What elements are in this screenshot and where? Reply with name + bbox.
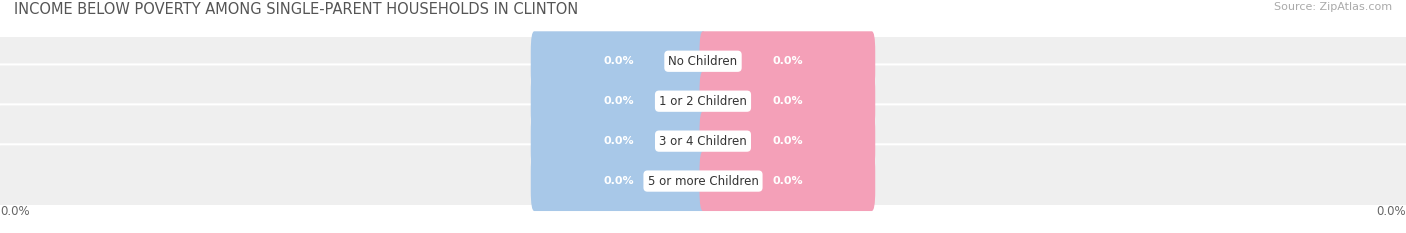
FancyBboxPatch shape: [0, 65, 1406, 138]
Text: 0.0%: 0.0%: [0, 205, 30, 218]
FancyBboxPatch shape: [0, 24, 1406, 98]
FancyBboxPatch shape: [700, 31, 875, 91]
FancyBboxPatch shape: [531, 31, 707, 91]
FancyBboxPatch shape: [0, 144, 1406, 218]
Text: 0.0%: 0.0%: [603, 136, 634, 146]
FancyBboxPatch shape: [531, 71, 707, 131]
Text: 0.0%: 0.0%: [603, 56, 634, 66]
FancyBboxPatch shape: [700, 151, 875, 211]
Text: 1 or 2 Children: 1 or 2 Children: [659, 95, 747, 108]
FancyBboxPatch shape: [531, 111, 707, 171]
Text: 0.0%: 0.0%: [772, 136, 803, 146]
Text: No Children: No Children: [668, 55, 738, 68]
Text: 3 or 4 Children: 3 or 4 Children: [659, 135, 747, 148]
Text: 0.0%: 0.0%: [1376, 205, 1406, 218]
Text: 0.0%: 0.0%: [772, 56, 803, 66]
Text: 0.0%: 0.0%: [772, 96, 803, 106]
FancyBboxPatch shape: [0, 104, 1406, 178]
Text: Source: ZipAtlas.com: Source: ZipAtlas.com: [1274, 2, 1392, 12]
FancyBboxPatch shape: [700, 71, 875, 131]
Text: 5 or more Children: 5 or more Children: [648, 175, 758, 188]
Text: 0.0%: 0.0%: [772, 176, 803, 186]
Text: 0.0%: 0.0%: [603, 176, 634, 186]
FancyBboxPatch shape: [531, 151, 707, 211]
FancyBboxPatch shape: [700, 111, 875, 171]
Text: INCOME BELOW POVERTY AMONG SINGLE-PARENT HOUSEHOLDS IN CLINTON: INCOME BELOW POVERTY AMONG SINGLE-PARENT…: [14, 2, 578, 17]
Text: 0.0%: 0.0%: [603, 96, 634, 106]
